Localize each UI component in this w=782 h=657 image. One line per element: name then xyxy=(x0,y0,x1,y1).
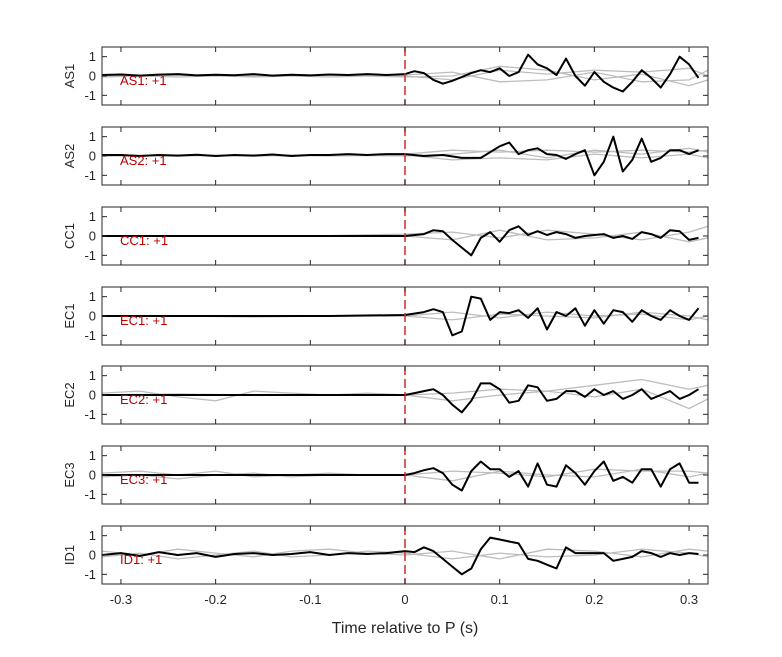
y-tick-label: 0 xyxy=(89,468,96,483)
y-axis-label: AS2 xyxy=(62,144,77,169)
y-tick-label: 1 xyxy=(89,129,96,144)
y-tick-label: 0 xyxy=(89,69,96,84)
x-tick-label: 0.1 xyxy=(491,592,509,607)
y-axis-label: AS1 xyxy=(62,64,77,89)
station-label: AS1: +1 xyxy=(120,73,167,88)
x-axis-label: Time relative to P (s) xyxy=(332,620,479,637)
y-tick-label: 1 xyxy=(89,209,96,224)
y-tick-label: -1 xyxy=(84,168,96,183)
y-tick-label: -1 xyxy=(84,407,96,422)
plot-area xyxy=(102,47,708,105)
y-tick-label: -1 xyxy=(84,328,96,343)
y-axis-label: EC1 xyxy=(62,303,77,328)
panel-as2: AS2: +1 1 0 -1 AS2 xyxy=(62,126,709,186)
x-tick-label: 0.2 xyxy=(585,592,603,607)
main-trace xyxy=(102,225,699,257)
y-axis-label: ID1 xyxy=(62,545,77,565)
x-tick-label: -0.3 xyxy=(110,592,132,607)
station-label: CC1: +1 xyxy=(120,233,168,248)
panel-cc1: CC1: +1 1 0 -1 CC1 xyxy=(62,206,709,266)
main-trace xyxy=(102,460,699,492)
station-label: EC2: +1 xyxy=(120,392,167,407)
plot-area xyxy=(102,207,708,265)
y-tick-label: -1 xyxy=(84,88,96,103)
main-trace xyxy=(102,53,700,93)
y-tick-label: 1 xyxy=(89,368,96,383)
y-axis-label: CC1 xyxy=(62,223,77,249)
x-tick-label: 0 xyxy=(401,592,408,607)
y-tick-label: 1 xyxy=(89,49,96,64)
panel-ec2: EC2: +1 1 0 -1 EC2 xyxy=(62,365,709,425)
plot-area xyxy=(102,127,708,185)
plot-area xyxy=(102,287,708,345)
y-tick-label: -1 xyxy=(84,567,96,582)
panel-id1: ID1: +1 1 0 -1 ID1 xyxy=(62,525,709,585)
background-trace xyxy=(102,67,708,81)
x-tick-label: -0.1 xyxy=(299,592,321,607)
panel-ec1: EC1: +1 1 0 -1 EC1 xyxy=(62,286,709,346)
main-trace xyxy=(102,382,700,414)
main-trace xyxy=(102,536,699,576)
x-axis: -0.3 -0.2 -0.1 0 0.1 0.2 0.3 xyxy=(110,592,698,607)
y-tick-label: -1 xyxy=(84,248,96,263)
y-tick-label: 0 xyxy=(89,229,96,244)
x-tick-label: -0.2 xyxy=(204,592,226,607)
y-tick-label: -1 xyxy=(84,487,96,502)
plot-area xyxy=(102,526,708,584)
y-axis-label: EC2 xyxy=(62,382,77,407)
x-tick-label: 0.3 xyxy=(680,592,698,607)
station-label: EC1: +1 xyxy=(120,313,167,328)
main-trace xyxy=(102,135,699,177)
y-tick-label: 1 xyxy=(89,289,96,304)
y-axis-label: EC3 xyxy=(62,462,77,487)
station-label: AS2: +1 xyxy=(120,153,167,168)
main-trace xyxy=(102,295,700,337)
y-tick-label: 1 xyxy=(89,528,96,543)
station-label: ID1: +1 xyxy=(120,552,162,567)
panel-as1: AS1: +1 1 0 -1 AS1 xyxy=(62,46,709,106)
plot-area xyxy=(102,446,708,504)
plot-area xyxy=(102,366,708,424)
y-tick-label: 0 xyxy=(89,149,96,164)
panel-ec3: EC3: +1 1 0 -1 EC3 xyxy=(62,445,709,505)
y-tick-label: 0 xyxy=(89,548,96,563)
y-tick-label: 0 xyxy=(89,388,96,403)
y-tick-label: 0 xyxy=(89,309,96,324)
station-label: EC3: +1 xyxy=(120,472,167,487)
y-tick-label: 1 xyxy=(89,448,96,463)
